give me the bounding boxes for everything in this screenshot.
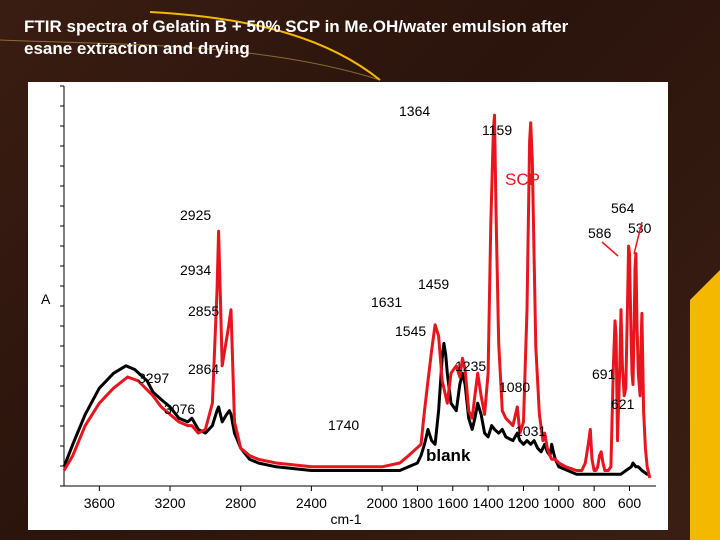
x-axis-label: cm-1: [330, 511, 361, 527]
peak-label-586: 586: [588, 225, 612, 241]
blank-series-label: blank: [426, 446, 471, 465]
x-tick-label: 3200: [154, 495, 185, 511]
x-tick-label: 1800: [402, 495, 433, 511]
x-tick-label: 800: [582, 495, 606, 511]
x-tick-label: 1200: [508, 495, 539, 511]
x-tick-label: 2800: [225, 495, 256, 511]
y-axis-label: A: [41, 291, 51, 307]
series-line-blank: [62, 341, 650, 476]
x-tick-label: 2000: [367, 495, 398, 511]
x-tick-label: 1000: [543, 495, 574, 511]
peak-label-1740: 1740: [328, 417, 359, 433]
x-tick-label: 2400: [296, 495, 327, 511]
peak-label-3297: 3297: [138, 370, 169, 386]
x-tick-label: 600: [618, 495, 642, 511]
x-axis-ticks: 3600 3200 2800 2400 2000 1800 1600 1400 1200 1000…: [84, 486, 642, 511]
peak-label-1031: 1031: [515, 423, 546, 439]
ftir-spectra-chart: 3600 3200 2800 2400 2000 1800 1600 1400 1200 1000…: [41, 85, 656, 527]
peak-label-564: 564: [611, 200, 635, 216]
peak-label-1631: 1631: [371, 294, 402, 310]
series-line-scp: [62, 113, 652, 479]
peak-label-1080: 1080: [499, 379, 530, 395]
plot-panel: 3600 3200 2800 2400 2000 1800 1600 1400 1200 1000…: [28, 82, 668, 530]
peak-label-2855: 2855: [188, 303, 219, 319]
peak-label-691: 691: [592, 366, 616, 382]
series-layer: [62, 113, 652, 479]
annotation-leader-line: [601, 241, 619, 257]
peak-label-1545: 1545: [395, 323, 426, 339]
annotation-leader-line: [633, 221, 643, 255]
slide-title-line-2: esane extraction and drying: [24, 39, 250, 58]
slide-title: FTIR spectra of Gelatin B + 50% SCP in M…: [24, 16, 684, 60]
peak-label-1235: 1235: [455, 358, 486, 374]
y-axis-ticks: [60, 85, 64, 487]
peak-label-1364: 1364: [399, 103, 430, 119]
slide-title-line-1: FTIR spectra of Gelatin B + 50% SCP in M…: [24, 17, 569, 36]
peak-label-1459: 1459: [418, 276, 449, 292]
peak-label-2864: 2864: [188, 361, 219, 377]
peak-label-621: 621: [611, 396, 635, 412]
scp-series-label: SCP: [505, 170, 540, 189]
peak-label-2925: 2925: [180, 207, 211, 223]
x-tick-label: 1400: [473, 495, 504, 511]
peak-label-1159: 1159: [482, 122, 512, 138]
x-tick-label: 1600: [437, 495, 468, 511]
peak-label-2934: 2934: [180, 262, 211, 278]
x-tick-label: 3600: [84, 495, 115, 511]
peak-label-3076: 3076: [164, 401, 195, 417]
